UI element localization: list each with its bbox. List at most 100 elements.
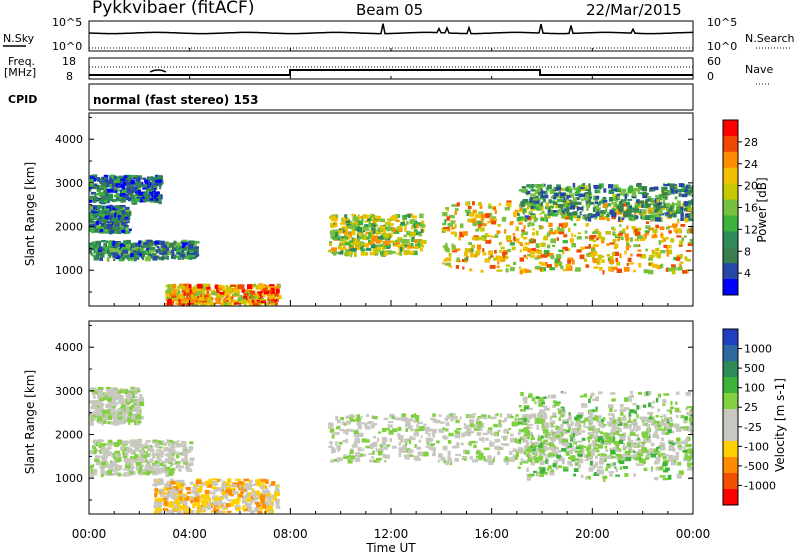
- power-cell: [548, 222, 553, 227]
- power-cell: [369, 213, 373, 217]
- power-cell: [480, 214, 485, 219]
- power-cell: [552, 201, 558, 205]
- velocity-cell: [110, 413, 114, 417]
- velocity-cell: [204, 497, 211, 502]
- velocity-cell: [607, 421, 612, 426]
- power-cell: [469, 248, 473, 253]
- velocity-cell: [254, 507, 259, 512]
- power-cell: [167, 245, 173, 248]
- velocity-cell: [555, 451, 558, 456]
- velocity-cell: [172, 462, 175, 465]
- velocity-cell: [522, 440, 528, 443]
- power-cell: [528, 211, 533, 215]
- power-cell: [481, 235, 487, 238]
- velocity-cell: [189, 468, 193, 472]
- velocity-cell: [570, 449, 575, 452]
- velocity-cell: [563, 421, 569, 424]
- power-cell: [536, 255, 543, 259]
- velocity-cell: [640, 453, 644, 457]
- velocity-cell: [157, 500, 163, 505]
- velocity-cell: [212, 480, 218, 486]
- velocity-cell: [182, 510, 188, 513]
- velocity-cell: [146, 470, 152, 474]
- velocity-cell: [339, 428, 345, 432]
- power-cell: [480, 227, 485, 232]
- velocity-cell: [464, 431, 468, 436]
- power-cell: [126, 239, 131, 245]
- velocity-cell: [155, 468, 160, 473]
- velocity-cell: [186, 467, 190, 472]
- power-cell: [566, 185, 571, 190]
- velocity-cell: [154, 501, 159, 504]
- power-cell: [188, 254, 194, 258]
- power-cell: [145, 256, 151, 262]
- power-cell: [173, 254, 177, 259]
- velocity-cell: [111, 398, 116, 402]
- power-cell: [183, 252, 188, 257]
- power-cell: [529, 185, 532, 189]
- velocity-cell: [200, 508, 203, 512]
- velocity-cell: [571, 445, 574, 451]
- power-cell: [532, 202, 538, 207]
- velocity-cell: [222, 495, 228, 498]
- power-cell: [469, 268, 473, 272]
- velocity-cell: [177, 440, 180, 443]
- power-cell: [104, 178, 108, 182]
- velocity-cell: [243, 508, 248, 512]
- power-cell: [104, 246, 109, 251]
- velocity-cell: [477, 425, 483, 428]
- velocity-cell: [124, 440, 130, 444]
- power-cell: [628, 216, 633, 221]
- velocity-cell: [132, 470, 136, 476]
- velocity-cell: [348, 454, 351, 458]
- velocity-cell: [362, 453, 367, 457]
- power-cell: [540, 195, 545, 198]
- power-cell: [611, 197, 618, 201]
- velocity-cell: [369, 443, 375, 448]
- velocity-cell: [577, 440, 583, 443]
- velocity-cell: [131, 413, 136, 418]
- power-cell: [363, 235, 369, 241]
- power-cell: [660, 206, 665, 211]
- power-cell: [370, 230, 374, 236]
- velocity-cell: [163, 500, 168, 506]
- power-cell: [612, 266, 618, 270]
- power-cell: [462, 266, 465, 270]
- power-cell: [376, 236, 382, 240]
- power-cell: [93, 216, 97, 220]
- power-cell: [380, 235, 386, 240]
- power-cell: [219, 302, 226, 306]
- velocity-cell: [127, 419, 134, 423]
- power-cell: [623, 211, 629, 216]
- power-cell: [379, 228, 383, 232]
- power-cell: [459, 223, 464, 229]
- power-cell: [382, 229, 386, 233]
- power-cell: [538, 261, 544, 265]
- power-cell: [521, 229, 525, 233]
- velocity-cell: [590, 452, 595, 456]
- velocity-cell: [472, 413, 477, 416]
- velocity-cell: [655, 456, 661, 461]
- velocity-cell: [250, 480, 253, 483]
- power-cell: [545, 202, 549, 207]
- velocity-cell: [366, 439, 370, 443]
- power-cell: [165, 298, 168, 302]
- power-cell: [163, 256, 169, 260]
- power-cell: [671, 269, 676, 275]
- power-cell: [558, 228, 565, 232]
- velocity-cell: [148, 448, 154, 451]
- velocity-cell: [492, 458, 495, 463]
- power-cell: [659, 202, 663, 208]
- velocity-cell: [200, 494, 207, 499]
- power-cell: [414, 239, 419, 243]
- velocity-cell: [558, 431, 563, 437]
- velocity-cell: [154, 492, 158, 498]
- velocity-cell: [119, 416, 123, 419]
- power-cell: [107, 193, 113, 198]
- power-cell: [509, 242, 515, 246]
- power-cell: [382, 231, 386, 237]
- velocity-cell: [260, 479, 266, 482]
- velocity-cell: [124, 405, 130, 411]
- velocity-cell: [136, 405, 141, 408]
- power-cell: [194, 246, 199, 249]
